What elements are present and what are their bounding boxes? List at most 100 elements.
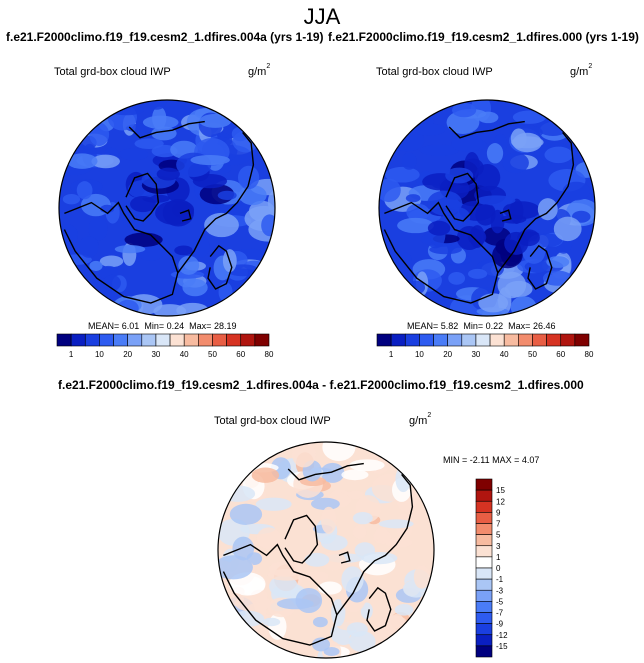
diff-units: g/m2 [409,412,432,427]
coastline [284,514,319,564]
colorbar-box [390,333,406,347]
colorbar-tick-label: 12 [496,497,505,506]
colorbar-box [503,333,519,347]
colorbar-box [99,333,114,347]
colorbar-tick-label: 3 [496,542,501,551]
colorbar-tick-label: 10 [95,350,104,359]
map-border [378,99,596,317]
colorbar-box [532,333,547,347]
polar-map-panel-2 [378,99,596,317]
colorbar-tick-label: 60 [556,350,565,359]
colorbar-tick-label: 20 [443,350,452,359]
colorbar-tick-label: -9 [496,620,504,629]
colorbar-box [447,333,463,347]
coastline [128,120,205,139]
coastline [497,131,575,274]
coastline [448,120,525,139]
colorbar-box [419,333,434,347]
colorbar-box [155,333,171,347]
diff-variable-label: Total grd-box cloud IWP [214,415,331,427]
colorbar-tick-label: 40 [500,350,509,359]
colorbar-box [574,333,590,347]
colorbar-box [475,478,493,491]
colorbar-tick-label: 7 [496,520,501,529]
colorbar-box [56,333,72,347]
colorbar-tick-label: -7 [496,609,504,618]
colorbar-tick-label: -15 [496,642,508,651]
panel-2-stats: MEAN= 5.82 Min= 0.22 Max= 26.46 [407,321,555,331]
colorbar-tick-label: 0 [496,564,501,573]
colorbar-box [169,333,185,347]
colorbar-box [141,333,157,347]
colorbar-tick-label: 80 [265,350,274,359]
max-label: Max= [508,321,531,331]
coastline [383,201,499,304]
panel-2-units: g/m2 [570,63,593,78]
colorbar-box [404,333,420,347]
panel-1-units: g/m2 [248,63,271,78]
colorbar-tick-label: 9 [496,508,501,517]
colorbar-tick-label: 50 [528,350,537,359]
coastline [499,209,512,222]
max-value: 26.46 [532,321,556,331]
colorbar-box [226,333,242,347]
map-field [379,100,595,316]
colorbar-panel-1: 1 10 20 30 40 50 60 80 [56,333,274,359]
coastline [287,462,364,481]
colorbar-tick-label: 60 [236,350,245,359]
colorbar-difference: 15 12 9 7 5 3 1 0 -1 -3 -5 -7 -9 -12 -15 [475,478,508,658]
map-field [59,100,275,316]
mean-value: 6.01 [121,321,140,331]
colorbar-box [84,333,100,347]
colorbar-tick-label: 80 [585,350,594,359]
colorbar-box [475,556,493,569]
colorbar-box [433,333,448,347]
colorbar-box [475,523,493,535]
colorbar-tick-label: 50 [208,350,217,359]
colorbar-tick-label: 40 [180,350,189,359]
panel-2-title: f.e21.F2000climo.f19_f19.cesm2_1.dfires.… [328,30,639,44]
coastline [366,586,392,632]
coastline [222,543,338,646]
mean-label: MEAN= [88,321,120,331]
colorbar-tick-label: 20 [123,350,132,359]
min-label: Min= [144,321,165,331]
colorbar-box [461,333,477,347]
map-border [217,441,435,659]
map-field [218,442,434,658]
colorbar-box [212,333,227,347]
colorbar-box [546,333,562,347]
panel-1-stats: MEAN= 6.01 Min= 0.24 Max= 28.19 [88,321,236,331]
colorbar-tick-label: -1 [496,575,504,584]
colorbar-box [475,489,493,502]
colorbar-box [127,333,143,347]
colorbar-box [475,578,493,591]
colorbar-tick-label: 1 [389,350,394,359]
coastline [336,473,414,616]
colorbar-tick-label: 1 [496,553,501,562]
colorbar-box [475,634,493,647]
colorbar-box [254,333,270,347]
colorbar-box [475,623,493,636]
colorbar-box [560,333,576,347]
coastline [177,131,255,274]
min-value: 0.24 [166,321,185,331]
min-value: 0.22 [485,321,504,331]
colorbar-box [518,333,533,347]
panel-1-variable-label: Total grd-box cloud IWP [54,66,171,78]
coastline [63,201,179,304]
mean-value: 5.82 [440,321,459,331]
colorbar-box [475,512,493,524]
coastline [338,551,351,564]
coastline [207,244,233,290]
panel-2-variable-label: Total grd-box cloud IWP [376,66,493,78]
colorbar-tick-label: 1 [69,350,74,359]
colorbar-box [475,601,493,613]
coastline [527,244,553,290]
colorbar-box [475,500,493,513]
season-title: JJA [303,4,341,29]
max-value: 28.19 [213,321,237,331]
polar-map-difference [217,441,435,659]
diff-panel-title: f.e21.F2000climo.f19_f19.cesm2_1.dfires.… [58,378,584,392]
colorbar-box [475,534,493,547]
